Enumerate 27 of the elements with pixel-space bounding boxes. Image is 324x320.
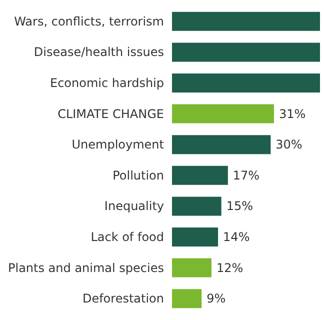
bar — [172, 12, 320, 31]
y-tick-label: Disease/health issues — [34, 45, 164, 60]
y-tick-label: Inequality — [104, 199, 164, 214]
bar — [172, 289, 202, 308]
bar — [172, 258, 212, 278]
y-tick-label: Lack of food — [90, 230, 164, 244]
y-tick-label: Unemployment — [72, 138, 164, 152]
bar — [172, 42, 320, 62]
data-label: 30% — [276, 138, 302, 152]
bar — [172, 74, 320, 92]
y-tick-label: CLIMATE CHANGE — [58, 106, 164, 121]
bar — [172, 135, 271, 154]
data-label: 31% — [278, 106, 306, 121]
bar — [172, 228, 218, 246]
data-label: 15% — [226, 199, 254, 214]
bar — [172, 196, 222, 216]
bar — [172, 104, 274, 124]
data-label: 9% — [206, 292, 226, 306]
bar — [172, 166, 228, 185]
y-tick-label: Economic hardship — [50, 76, 164, 90]
data-label: 12% — [216, 260, 244, 275]
y-tick-label: Pollution — [112, 168, 164, 182]
y-tick-label: Wars, conflicts, terrorism — [14, 14, 164, 28]
data-label: 14% — [223, 230, 250, 244]
data-label: 17% — [232, 168, 260, 182]
y-tick-label: Plants and animal species — [8, 260, 164, 275]
y-tick-label: Deforestation — [82, 292, 164, 306]
